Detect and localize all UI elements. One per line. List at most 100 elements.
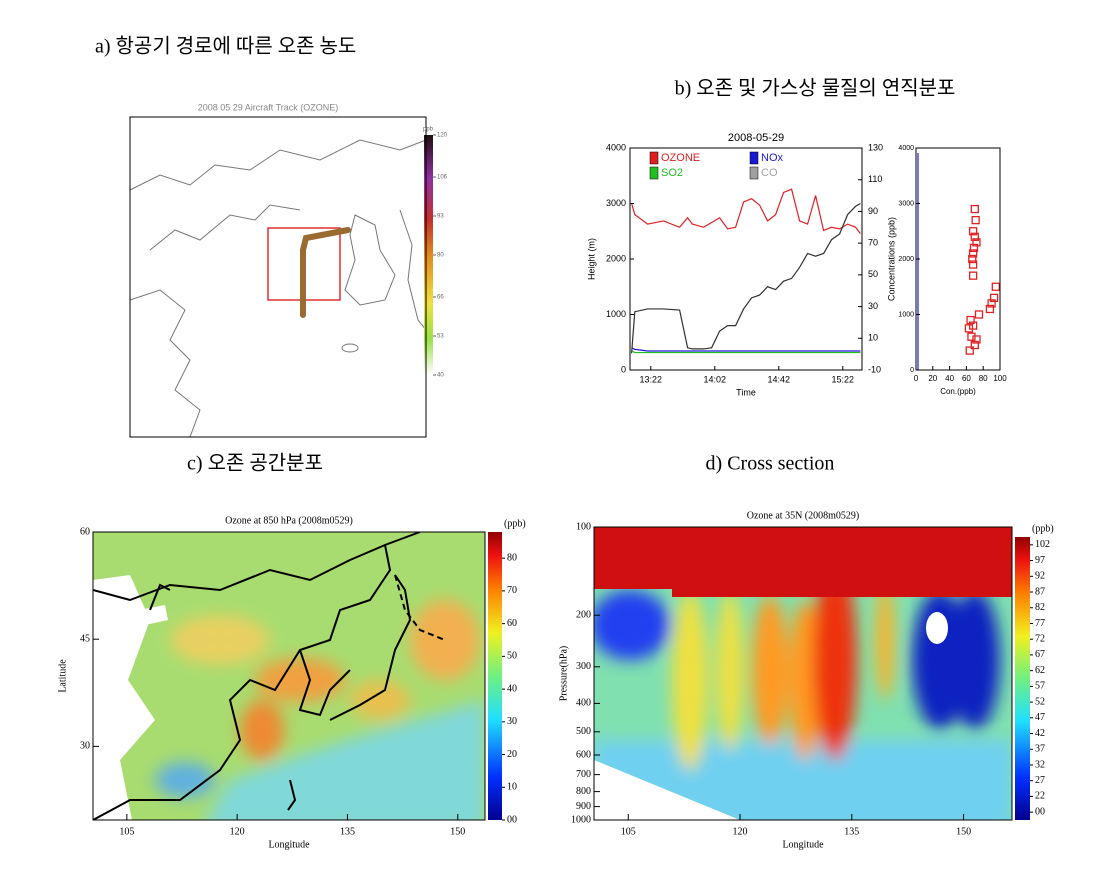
- x-tick-label: 135: [340, 826, 355, 837]
- plot-frame: [92, 531, 486, 821]
- y-tick-label: 3000: [606, 198, 626, 208]
- colorbar-tick-label: 87: [1035, 586, 1045, 597]
- colorbar-tick-label: 102: [1035, 539, 1050, 550]
- colorbar-label: (ppb): [1032, 523, 1054, 534]
- point: [970, 232, 979, 241]
- point: [972, 335, 981, 344]
- colorbar-tick-label: 22: [1035, 791, 1045, 802]
- x-axis-label: Time: [736, 387, 756, 397]
- legend-swatch: [649, 166, 659, 180]
- point: [969, 243, 979, 253]
- colorbar-tick-label: 32: [1035, 759, 1045, 770]
- colorbar-a: [424, 135, 433, 375]
- contour-c-art: [93, 532, 485, 820]
- colorbar-tick-label: 30: [507, 716, 517, 727]
- panel-caption: b) 오존 및 가스상 물질의 연직분포: [675, 77, 956, 100]
- point: [972, 238, 981, 247]
- colorbar-tick-label: 66: [437, 295, 444, 301]
- plot-frame: [629, 147, 863, 371]
- series-line: [631, 202, 861, 354]
- colorbar-tick-label: 52: [1035, 696, 1045, 707]
- x-tick-label: 120: [230, 826, 245, 837]
- colorbar-tick-label: 82: [1035, 602, 1045, 613]
- y-tick-label: 60: [80, 526, 90, 537]
- legend-label: SO2: [661, 167, 683, 179]
- colorbar-tick-label: 93: [437, 214, 444, 220]
- y-tick-label: 45: [80, 633, 90, 644]
- colorbar-tick-label: 106: [437, 175, 448, 181]
- y-tick-label: 30: [80, 741, 90, 752]
- y-tick-label: 900: [576, 801, 591, 812]
- colorbar-tick-label: 57: [1035, 681, 1045, 692]
- x-axis-label: Con.(ppb): [940, 387, 976, 396]
- y-tick-label: 1000: [571, 814, 591, 825]
- x-tick-label: 135: [844, 826, 859, 837]
- y-tick-label: 600: [576, 749, 591, 760]
- y-tick-label: 400: [576, 698, 591, 709]
- colorbar-tick-label: 92: [1035, 571, 1045, 582]
- y-tick-label: 0: [621, 364, 626, 374]
- colorbar-tick-label: 53: [437, 334, 444, 340]
- y-tick-label: 4000: [606, 142, 626, 152]
- y-tick-label: 300: [576, 661, 591, 672]
- y-axis-label: Latitude: [57, 659, 68, 693]
- colorbar-tick-label: 37: [1035, 744, 1045, 755]
- x-tick-label: 15:22: [832, 374, 855, 384]
- y-tick-label: 100: [576, 521, 591, 532]
- colorbar-tick-label: 42: [1035, 728, 1045, 739]
- chart-title: Ozone at 35N (2008m0529): [747, 510, 859, 521]
- x-axis-label: Longitude: [268, 839, 310, 850]
- point: [966, 315, 975, 325]
- colorbar-tick-label: 27: [1035, 775, 1045, 786]
- y-axis-label: Pressure(hPa): [558, 646, 569, 702]
- series-line: [631, 188, 861, 234]
- series-line: [631, 347, 861, 352]
- map-a-art: [129, 139, 427, 438]
- x-tick-label: 14:42: [768, 374, 791, 384]
- x-tick-label: 13:22: [640, 374, 663, 384]
- point: [991, 282, 1000, 291]
- colorbar-tick-label: 80: [507, 552, 517, 563]
- point: [968, 271, 978, 280]
- x-tick-label: 150: [956, 826, 971, 837]
- colorbar-tick-label: 10: [507, 782, 517, 793]
- point: [968, 249, 978, 258]
- y-tick-label: 4000: [898, 145, 914, 152]
- colorbar-label: (ppb): [504, 518, 526, 529]
- panel-caption: c) 오존 공간분포: [187, 452, 323, 475]
- x-tick-label: 20: [928, 374, 937, 383]
- plot-frame: [915, 147, 1001, 371]
- plot-frame: [593, 526, 1013, 821]
- y-tick-label: 800: [576, 786, 591, 797]
- point: [970, 204, 979, 214]
- point: [968, 321, 978, 330]
- point: [970, 340, 979, 350]
- x-tick-label: 14:02: [704, 374, 727, 384]
- colorbar-tick-label: 67: [1035, 649, 1045, 660]
- legend-label: CO: [761, 167, 778, 179]
- y2-tick-label: 30: [868, 301, 878, 311]
- x-tick-label: 150: [450, 826, 465, 837]
- y2-tick-label: 70: [868, 238, 878, 248]
- point: [965, 346, 974, 355]
- colorbar-tick-label: 120: [437, 133, 448, 139]
- colorbar-c: [488, 532, 502, 820]
- point: [968, 227, 978, 236]
- legend-swatch: [749, 166, 759, 180]
- colorbar-tick-label: 62: [1035, 665, 1045, 676]
- y-tick-label: 200: [576, 609, 591, 620]
- panel-caption: a) 항공기 경로에 따른 오존 농도: [95, 35, 356, 58]
- colorbar-tick-label: 00: [1035, 806, 1045, 817]
- legend-swatch: [749, 151, 759, 165]
- colorbar-d: [1015, 537, 1030, 820]
- colorbar-tick-label: 70: [507, 585, 517, 596]
- y2-tick-label: 50: [868, 269, 878, 279]
- y2-tick-label: 130: [868, 142, 883, 152]
- flight-track: [300, 227, 351, 318]
- chart-title: Ozone at 850 hPa (2008m0529): [225, 515, 353, 526]
- colorbar-tick-label: 20: [507, 749, 517, 760]
- y-tick-label: 700: [576, 769, 591, 780]
- y-tick-label: 3000: [898, 200, 914, 207]
